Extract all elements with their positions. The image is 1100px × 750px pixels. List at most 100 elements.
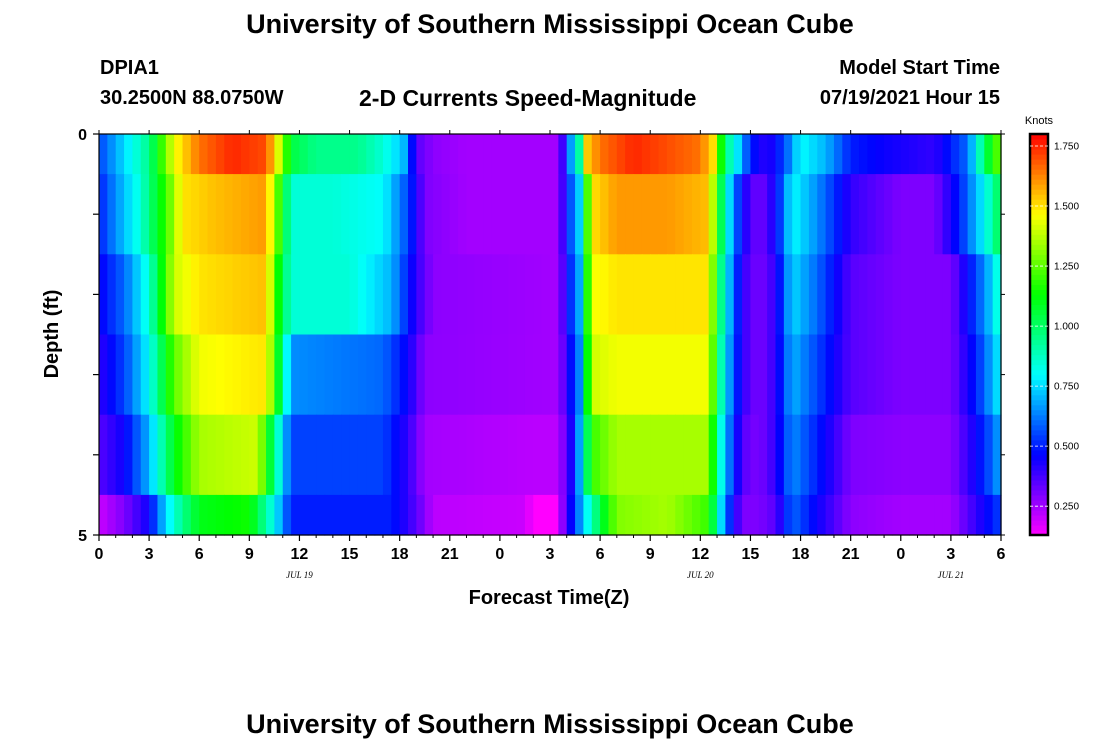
heatmap-cell: [132, 494, 142, 536]
heatmap-cell: [207, 134, 217, 175]
heatmap-cell: [892, 254, 902, 336]
heatmap-cell: [316, 494, 326, 536]
heatmap-cell: [107, 134, 117, 175]
heatmap-cell: [575, 134, 585, 175]
heatmap-cell: [483, 254, 493, 336]
heatmap-cell: [666, 254, 676, 336]
heatmap-cell: [975, 134, 985, 175]
heatmap-cell: [149, 254, 159, 336]
heatmap-cell: [917, 494, 927, 536]
heatmap-cell: [792, 414, 802, 496]
heatmap-cell: [800, 494, 810, 536]
colorbar-swatch: [1030, 334, 1048, 341]
colorbar-swatch: [1030, 304, 1048, 311]
heatmap-cell: [742, 494, 752, 536]
heatmap-cell: [533, 174, 543, 255]
heatmap-cell: [165, 134, 175, 175]
heatmap-cell: [934, 334, 944, 416]
heatmap-cell: [282, 134, 292, 175]
heatmap-cell: [266, 494, 275, 536]
heatmap-cell: [909, 494, 919, 536]
heatmap-cell: [842, 174, 852, 255]
colorbar-swatch: [1030, 394, 1048, 401]
heatmap-cell: [708, 254, 718, 336]
heatmap-cell: [675, 174, 685, 255]
heatmap-cell: [850, 254, 860, 336]
colorbar-swatch: [1030, 324, 1048, 331]
heatmap-cell: [959, 254, 969, 336]
heatmap-cell: [817, 254, 827, 336]
heatmap-cell: [274, 334, 284, 416]
colorbar-swatch: [1030, 384, 1048, 391]
heatmap-cell: [149, 174, 159, 255]
heatmap-cell: [808, 254, 818, 336]
heatmap-cell: [240, 134, 250, 175]
heatmap-cell: [257, 134, 267, 175]
heatmap-cell: [650, 414, 660, 496]
colorbar-tick-label: 1.000: [1054, 322, 1079, 333]
heatmap-cell: [357, 134, 367, 175]
heatmap-cell: [633, 134, 643, 175]
heatmap-cell: [215, 134, 225, 175]
heatmap-cell: [357, 254, 367, 336]
heatmap-cell: [909, 134, 919, 175]
colorbar-swatch: [1030, 259, 1048, 265]
x-tick-label: 9: [245, 546, 254, 563]
colorbar-swatch: [1030, 494, 1048, 501]
heatmap-cell: [616, 254, 626, 336]
colorbar-swatch: [1030, 299, 1048, 306]
heatmap-cell: [491, 494, 501, 536]
heatmap-cell: [182, 494, 192, 536]
heatmap-cell: [249, 174, 259, 255]
heatmap-cell: [499, 494, 509, 536]
heatmap-cell: [700, 494, 710, 536]
colorbar-swatch: [1030, 439, 1048, 446]
colorbar-swatch: [1030, 389, 1048, 396]
colorbar-swatch: [1030, 404, 1048, 411]
heatmap-cell: [299, 414, 309, 496]
colorbar-swatch: [1030, 469, 1048, 476]
heatmap-cell: [140, 334, 150, 416]
colorbar-swatch: [1030, 229, 1048, 235]
heatmap-cell: [374, 494, 384, 536]
heatmap-cell: [458, 334, 468, 416]
heatmap-cell: [232, 254, 242, 336]
heatmap-cell: [859, 134, 868, 175]
heatmap-cell: [357, 414, 367, 496]
heatmap-cell: [533, 414, 543, 496]
heatmap-cell: [324, 134, 334, 175]
heatmap-cell: [324, 334, 334, 416]
heatmap-cell: [391, 134, 401, 175]
heatmap-cell: [433, 494, 443, 536]
heatmap-cell: [608, 334, 618, 416]
heatmap-cell: [575, 494, 585, 536]
heatmap-cell: [984, 174, 994, 255]
heatmap-cell: [691, 414, 701, 496]
y-tick-label: 0: [78, 127, 87, 144]
heatmap-cell: [174, 174, 184, 255]
colorbar-swatch: [1030, 509, 1048, 516]
colorbar-swatch: [1030, 289, 1048, 295]
heatmap-cell: [842, 494, 852, 536]
heatmap-cell: [524, 174, 534, 255]
page-title-top: University of Southern Mississippi Ocean…: [246, 9, 854, 39]
heatmap-cell: [625, 174, 635, 255]
colorbar-swatch: [1030, 354, 1048, 361]
heatmap-cell: [391, 174, 401, 255]
heatmap-cell: [449, 414, 459, 496]
heatmap-cell: [249, 494, 259, 536]
heatmap-cell: [374, 134, 384, 175]
heatmap-cell: [775, 334, 785, 416]
colorbar-swatch: [1030, 524, 1048, 531]
x-tick-label: 3: [946, 546, 955, 563]
heatmap-cell: [625, 414, 635, 496]
heatmap-cell: [767, 254, 777, 336]
heatmap-cell: [533, 494, 543, 536]
heatmap-cell: [282, 494, 292, 536]
heatmap-cell: [909, 174, 919, 255]
heatmap-cell: [550, 414, 559, 496]
heatmap-cell: [942, 134, 952, 175]
heatmap-cell: [600, 254, 610, 336]
heatmap-cell: [942, 174, 952, 255]
heatmap-cell: [324, 494, 334, 536]
